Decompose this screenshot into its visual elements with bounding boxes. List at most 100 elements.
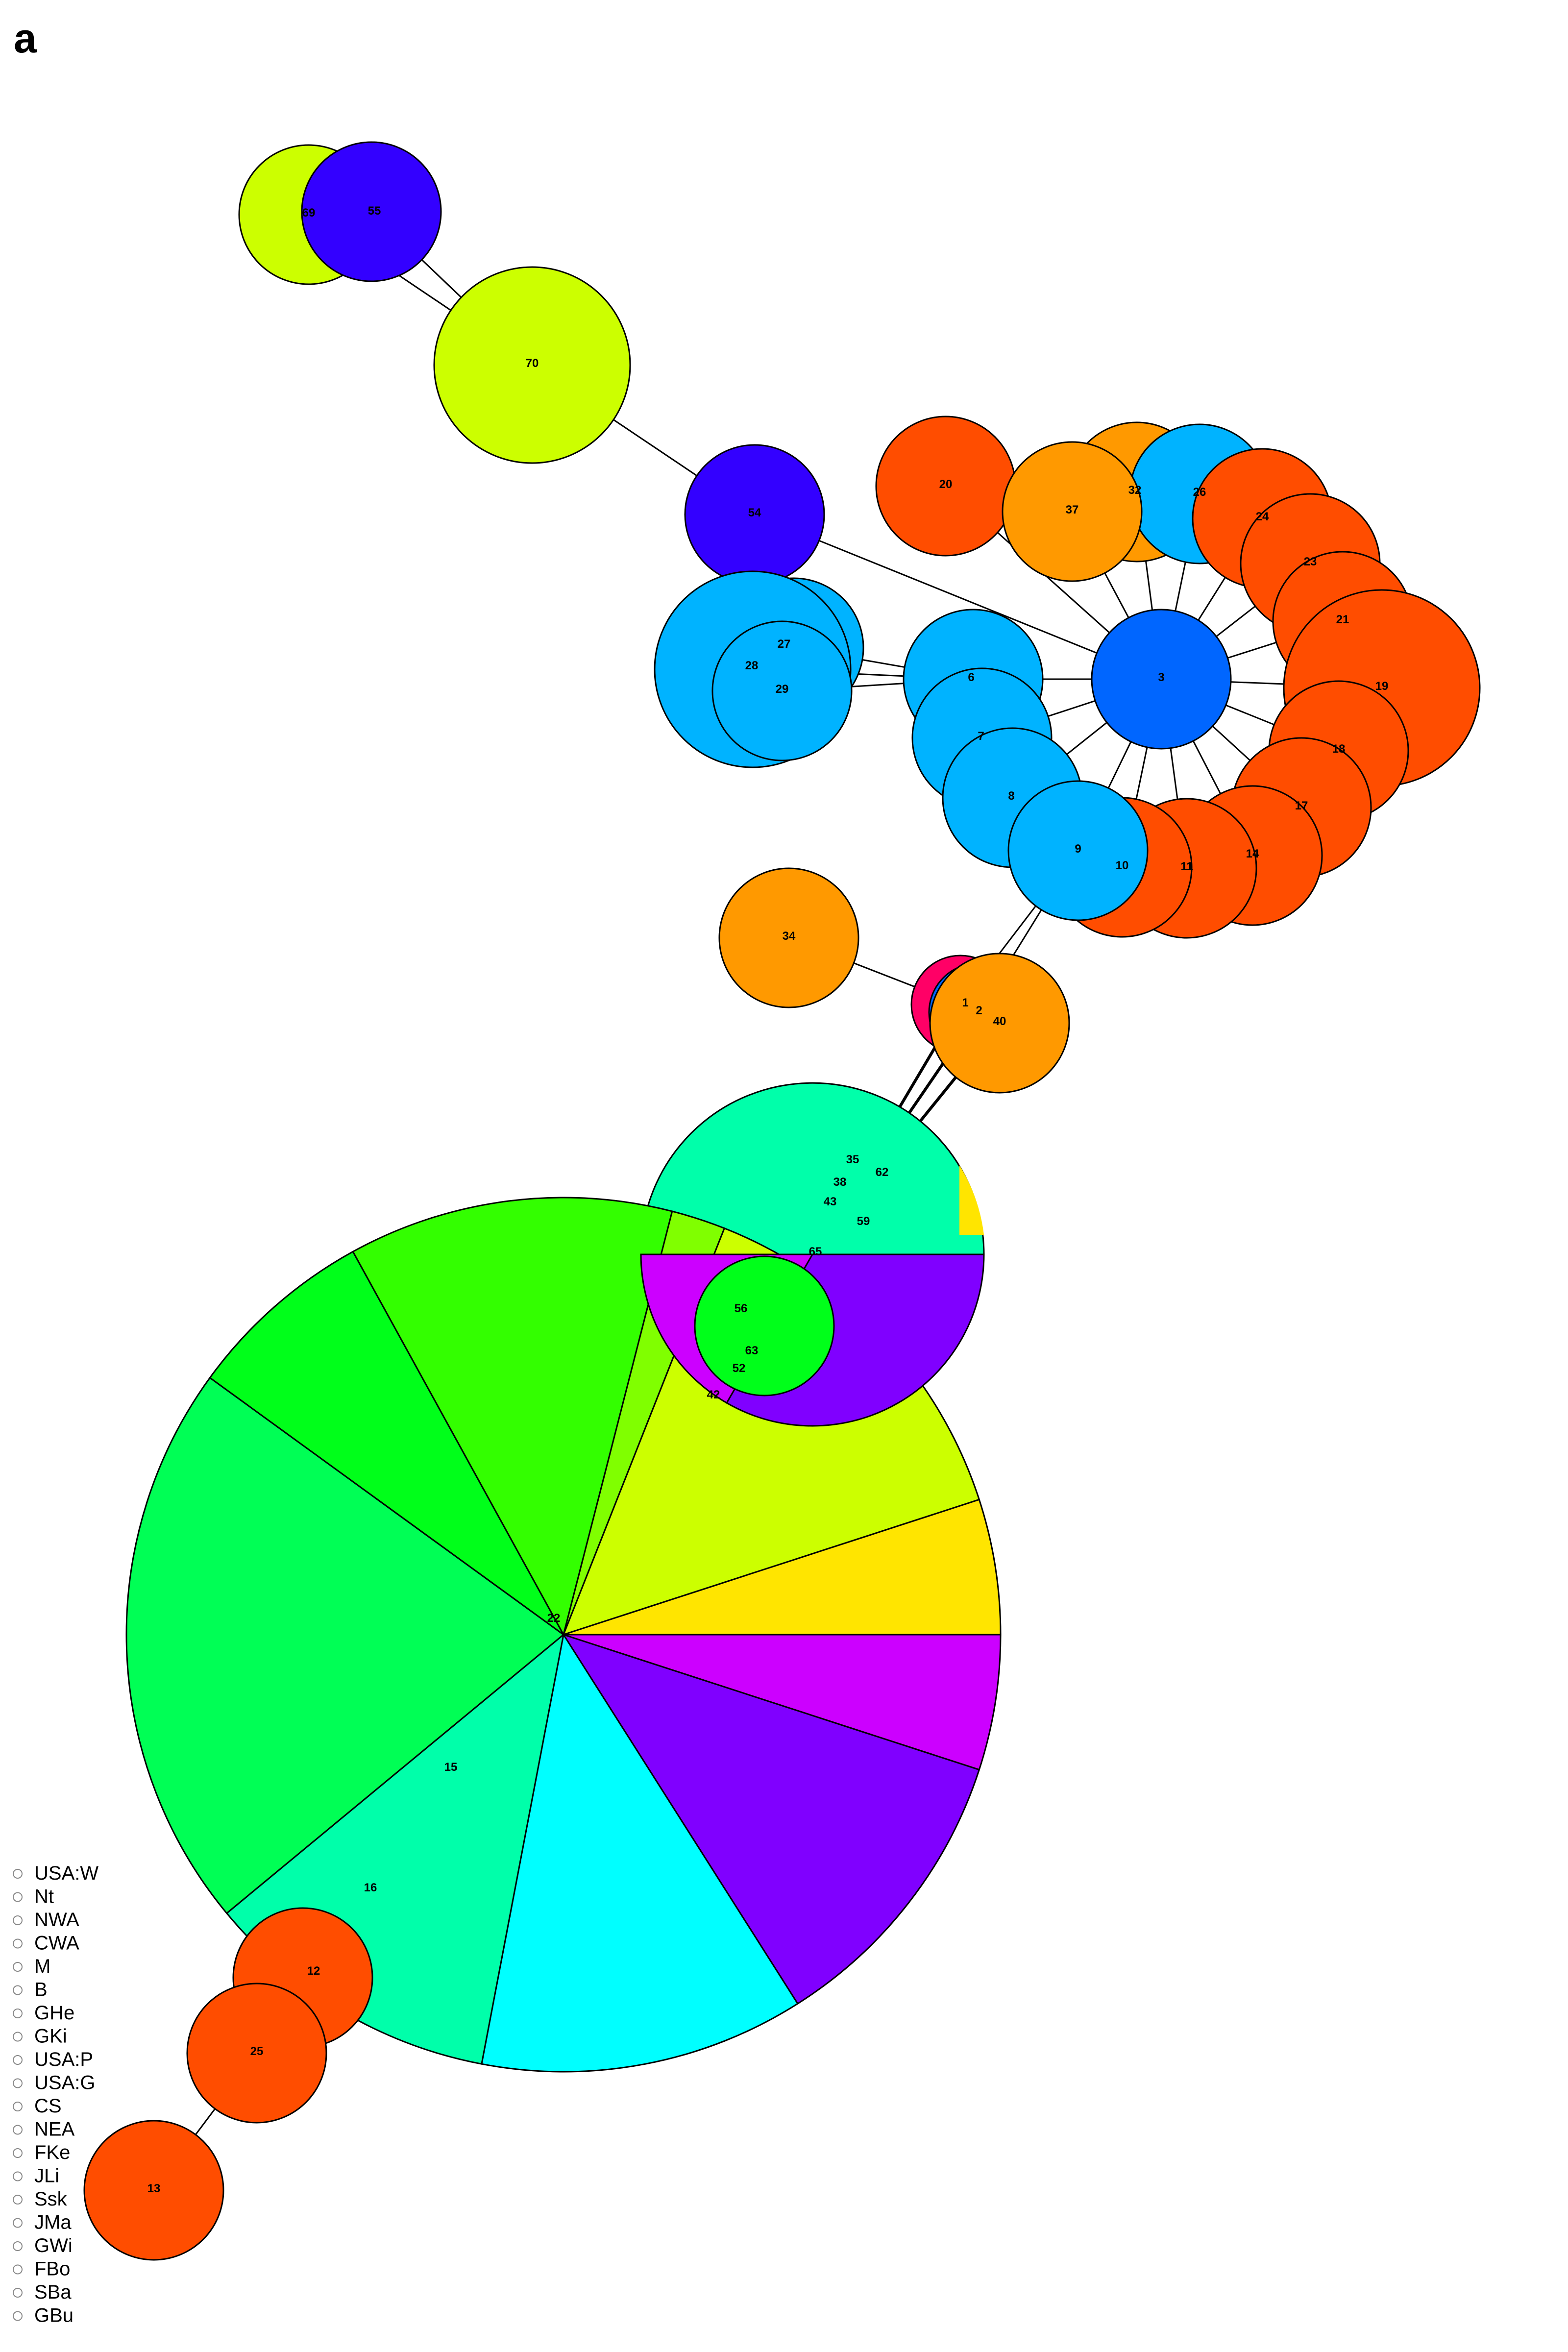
extra-label-15: 15 — [444, 1761, 458, 1774]
legend-label-12: FKe — [34, 2142, 70, 2163]
extra-label-16: 16 — [364, 1881, 377, 1894]
node-label-20: 20 — [939, 478, 953, 491]
legend-marker-19 — [13, 2311, 23, 2321]
node-label-13: 13 — [147, 2182, 161, 2195]
node-25-circle — [186, 1983, 327, 2124]
legend-label-4: M — [34, 1956, 50, 1977]
node-label-26: 26 — [1193, 486, 1206, 499]
node-label-7: 7 — [978, 730, 984, 743]
node-22-slice-9 — [563, 1498, 1002, 1636]
node-29-circle — [711, 620, 853, 761]
node-label-12: 12 — [307, 1964, 320, 1978]
node-25 — [186, 1983, 327, 2124]
legend-marker-1 — [13, 1892, 23, 1902]
node-3 — [1091, 609, 1232, 750]
node-label-23: 23 — [1304, 555, 1317, 568]
panel-label: a — [14, 15, 37, 61]
node-3-circle — [1091, 609, 1232, 750]
legend-label-3: CWA — [34, 1933, 79, 1954]
legend-label-10: CS — [34, 2095, 62, 2117]
node-label-56: 56 — [735, 1302, 748, 1315]
node-label-40: 40 — [993, 1015, 1006, 1028]
node-hub-yellow-sliver — [959, 1165, 984, 1235]
legend-label-14: Ssk — [34, 2188, 68, 2210]
legend-label-16: GWi — [34, 2235, 73, 2256]
node-label-55: 55 — [368, 204, 381, 218]
extra-label-65: 65 — [809, 1245, 822, 1258]
node-label-70: 70 — [526, 357, 539, 370]
extra-label-59: 59 — [857, 1215, 870, 1228]
node-label-22: 22 — [547, 1612, 561, 1625]
legend-label-5: B — [34, 1979, 48, 2001]
node-37 — [1002, 441, 1143, 582]
network-extra-labels: 38 43 59 65 35 62 42 52 63 15 16 — [364, 1153, 889, 1894]
node-label-34: 34 — [783, 930, 796, 943]
legend-marker-2 — [13, 1915, 23, 1925]
node-hub_upper — [640, 1082, 985, 1255]
node-70 — [433, 266, 631, 464]
legend-marker-6 — [13, 2009, 23, 2018]
legend-marker-8 — [13, 2055, 23, 2065]
legend-marker-13 — [13, 2171, 23, 2181]
extra-label-35: 35 — [846, 1153, 859, 1166]
node-29 — [711, 620, 853, 761]
legend-label-15: JMa — [34, 2212, 72, 2233]
legend-label-7: GKi — [34, 2026, 67, 2047]
node-label-10: 10 — [1116, 859, 1129, 872]
node-22-slice-5 — [209, 1250, 564, 1636]
node-label-69: 69 — [302, 206, 316, 220]
node-label-3: 3 — [1158, 671, 1164, 684]
node-13-circle — [83, 2120, 224, 2261]
node-label-17: 17 — [1295, 799, 1308, 812]
legend-label-1: Nt — [34, 1886, 54, 1908]
extra-label-42: 42 — [707, 1388, 720, 1401]
legend-label-9: USA:G — [34, 2072, 95, 2094]
node-label-2: 2 — [976, 1004, 982, 1017]
legend-marker-0 — [13, 1869, 23, 1879]
extra-label-43: 43 — [824, 1195, 837, 1208]
node-56 — [694, 1255, 835, 1396]
node-label-8: 8 — [1008, 789, 1014, 803]
node-40 — [929, 953, 1070, 1094]
node-label-28: 28 — [745, 659, 759, 672]
node-label-9: 9 — [1075, 842, 1081, 856]
edge-54-3 — [754, 514, 1162, 680]
node-label-27: 27 — [778, 637, 791, 651]
node-label-18: 18 — [1332, 742, 1346, 756]
extra-label-62: 62 — [876, 1166, 889, 1179]
legend-label-18: SBa — [34, 2281, 72, 2303]
legend-marker-7 — [13, 2032, 23, 2042]
node-label-25: 25 — [250, 2045, 264, 2058]
node-22-slice-4 — [125, 1376, 565, 1914]
legend-marker-9 — [13, 2078, 23, 2088]
extra-label-38: 38 — [833, 1176, 847, 1189]
node-label-6: 6 — [968, 671, 974, 684]
node-label-14: 14 — [1246, 847, 1259, 860]
legend-marker-3 — [13, 1938, 23, 1949]
extra-label-52: 52 — [733, 1362, 746, 1375]
node-34-circle — [718, 867, 859, 1008]
legend-marker-14 — [13, 2195, 23, 2205]
node-label-29: 29 — [776, 683, 789, 696]
node-label-54: 54 — [748, 506, 761, 519]
legend-marker-11 — [13, 2125, 23, 2135]
node-label-37: 37 — [1066, 503, 1079, 516]
legend-marker-12 — [13, 2148, 23, 2158]
node-22-slice-1 — [562, 1633, 980, 2005]
node-label-24: 24 — [1256, 510, 1269, 523]
node-37-circle — [1002, 441, 1143, 582]
node-9 — [1007, 780, 1149, 921]
legend-marker-5 — [13, 1985, 23, 1995]
node-label-19: 19 — [1375, 680, 1389, 693]
legend-label-0: USA:W — [34, 1862, 98, 1884]
node-9-circle — [1007, 780, 1149, 921]
node-70-circle — [433, 266, 631, 464]
node-22-slice-6 — [352, 1197, 673, 1637]
node-56-circle — [694, 1255, 835, 1396]
legend-label-2: NWA — [34, 1909, 79, 1931]
legend-label-17: FBo — [34, 2258, 70, 2280]
node-55-circle — [301, 141, 442, 282]
legend-label-6: GHe — [34, 2002, 74, 2024]
